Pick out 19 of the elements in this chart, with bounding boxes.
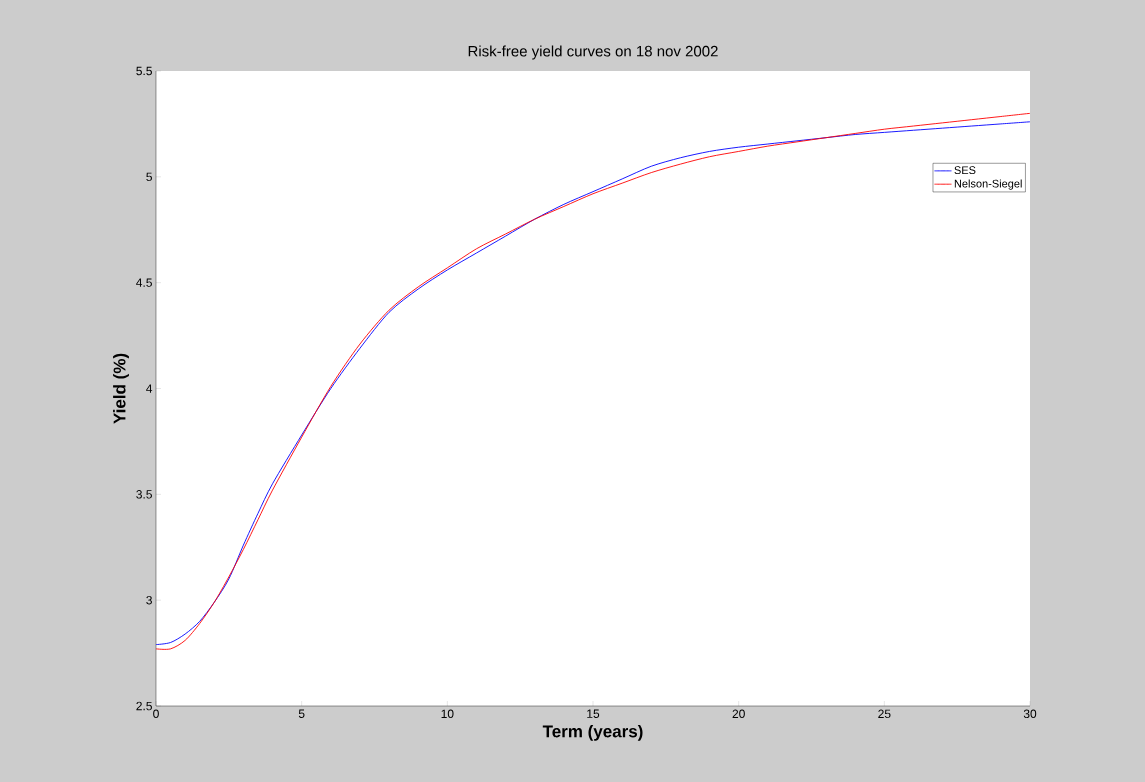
x-tick-label: 30 <box>1023 709 1037 719</box>
x-tick-label: 15 <box>587 709 600 718</box>
x-tick-label: 20 <box>732 709 745 719</box>
x-tick-label: 0 <box>153 709 159 719</box>
y-tick-label: 4 <box>146 384 153 393</box>
y-tick-label: 3 <box>146 595 152 605</box>
y-tick-label: 4.5 <box>136 278 152 287</box>
y-tick-label: 5.5 <box>136 66 152 76</box>
x-tick-label: 10 <box>441 709 454 719</box>
x-tick-label: 5 <box>298 709 305 718</box>
legend-label: SES <box>954 166 976 175</box>
y-tick-label: 5 <box>146 172 152 182</box>
y-tick-label: 3.5 <box>136 490 152 499</box>
y-tick-label: 2.5 <box>136 701 152 711</box>
x-axis-title: Term (years) <box>542 724 643 741</box>
chart-title: Risk-free yield curves on 18 nov 2002 <box>468 45 718 60</box>
legend-label: Nelson-Siegel <box>954 179 1022 190</box>
x-tick-label: 25 <box>878 709 891 719</box>
y-axis-title: Yield (%) <box>113 353 129 424</box>
